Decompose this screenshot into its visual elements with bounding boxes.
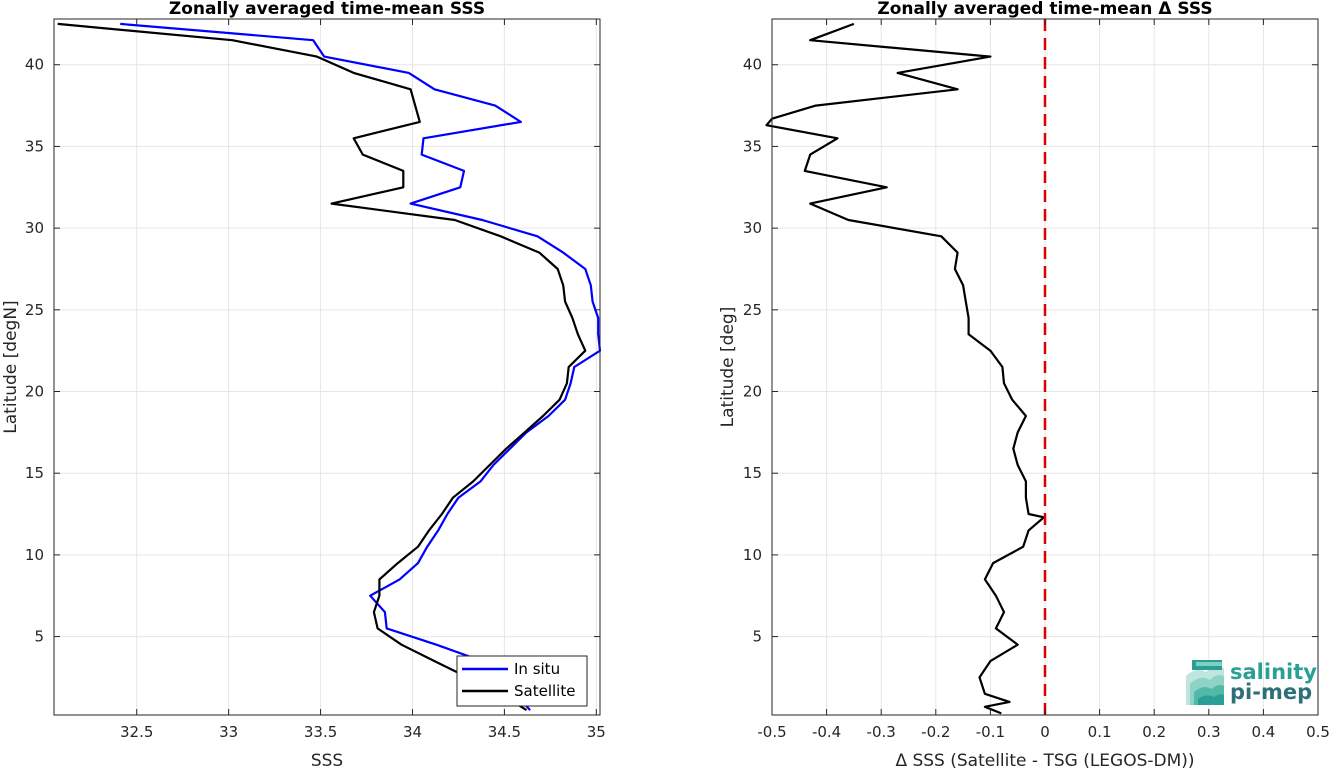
delta-sss-panel: -0.5 -0.4 -0.3 -0.2 -0.1 0 0.1 0.2 0.3 0.4 0.5 5 10 1… [718,0,1330,769]
x-tick-label: -0.3 [867,723,896,741]
legend-label-in-situ: In situ [514,660,560,678]
chart-title: Zonally averaged time-mean Δ SSS [877,0,1212,19]
y-tick-label: 30 [25,219,44,237]
ticks: -0.5 -0.4 -0.3 -0.2 -0.1 0 0.1 0.2 0.3 0.4 0.5 5 10 1… [743,19,1330,741]
x-tick-label: -0.2 [921,723,950,741]
y-tick-label: 15 [743,464,762,482]
y-tick-label: 10 [25,546,44,564]
x-tick-label: 0.2 [1142,723,1166,741]
chart-title: Zonally averaged time-mean SSS [169,0,485,19]
logo-text-line1: salinity [1230,660,1317,684]
series-line-delta-sss [765,22,1046,715]
y-tick-label: 35 [25,137,44,155]
y-axis-label: Latitude [deg] [718,307,738,428]
y-tick-label: 10 [743,546,762,564]
series-lines [57,22,602,712]
series-lines [765,19,1047,715]
logo-text-line2: pi-mep [1230,680,1312,704]
ticks: 32.5 33 33.5 34 34.5 35 5 10 15 20 25 30 35 40 [25,19,606,741]
legend: In situ Satellite [456,655,588,707]
y-tick-label: 5 [752,628,762,646]
x-tick-label: -0.4 [812,723,841,741]
grid-lines [54,19,600,715]
series-line-satellite [57,22,587,712]
y-tick-label: 35 [743,137,762,155]
waves-icon [1186,660,1224,705]
x-tick-label: 0.4 [1251,723,1275,741]
plot-area-frame [53,18,601,716]
x-tick-label: 35 [587,723,606,741]
x-axis-label: SSS [311,751,343,769]
y-tick-label: 20 [25,383,44,401]
y-tick-label: 40 [25,56,44,74]
x-tick-label: -0.1 [976,723,1005,741]
y-axis-label: Latitude [degN] [1,300,21,433]
x-axis-label: Δ SSS (Satellite - TSG (LEGOS-DM)) [895,751,1194,769]
legend-box [456,655,588,707]
series-line-in-situ [120,22,602,711]
x-tick-label: -0.5 [757,723,786,741]
x-tick-label: 0.1 [1088,723,1112,741]
y-tick-label: 25 [743,301,762,319]
x-tick-label: 33.5 [304,723,337,741]
x-tick-label: 34.5 [488,723,521,741]
x-tick-label: 0.3 [1197,723,1221,741]
x-tick-label: 33 [219,723,238,741]
x-tick-label: 32.5 [120,723,153,741]
plot-area-background [54,19,600,715]
y-tick-label: 20 [743,383,762,401]
x-tick-label: 0.5 [1306,723,1330,741]
x-tick-label: 34 [403,723,422,741]
legend-label-satellite: Satellite [514,682,575,700]
y-tick-label: 40 [743,56,762,74]
y-tick-label: 30 [743,219,762,237]
sss-profile-panel: 32.5 33 33.5 34 34.5 35 5 10 15 20 25 30 35 40 Zonall… [1,0,606,769]
y-tick-label: 5 [34,628,44,646]
y-tick-label: 25 [25,301,44,319]
y-tick-label: 15 [25,464,44,482]
x-tick-label: 0 [1040,723,1050,741]
salinity-pi-mep-logo: salinity pi-mep [1186,660,1317,705]
